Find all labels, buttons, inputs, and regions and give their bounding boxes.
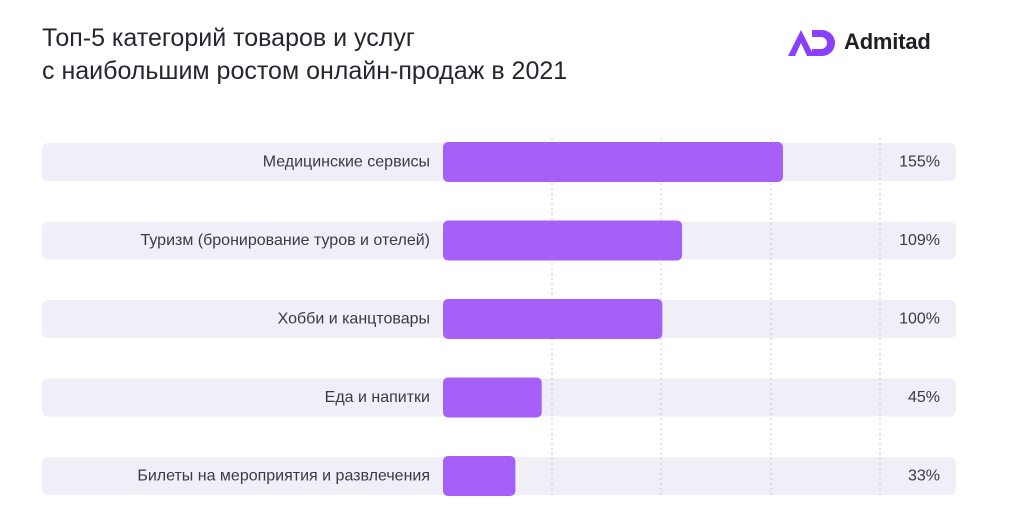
value-label: 33% [908,468,940,485]
logo-text: Admitad [844,29,931,54]
bar [443,142,783,182]
chart-title-line-1: Топ-5 категорий товаров и услуг [42,24,415,52]
category-label: Медицинские сервисы [263,154,430,171]
category-label: Билеты на мероприятия и развлечения [137,468,430,485]
category-label: Хобби и канцтовары [278,311,430,328]
bar [443,220,683,261]
bar [443,456,516,496]
admitad-logo-icon [788,30,835,56]
value-label: 100% [899,311,940,328]
chart-title: Топ-5 категорий товаров и услуг с наибол… [42,22,567,88]
value-label: 45% [908,389,940,406]
admitad-logo: Admitad [786,26,931,58]
bar [443,377,542,418]
bar [443,299,663,339]
category-label: Еда и напитки [325,389,430,406]
value-label: 155% [899,154,940,171]
chart-title-line-2: с наибольшим ростом онлайн-продаж в 2021 [42,57,568,85]
value-label: 109% [899,232,940,249]
category-label: Туризм (бронирование туров и отелей) [140,232,430,249]
